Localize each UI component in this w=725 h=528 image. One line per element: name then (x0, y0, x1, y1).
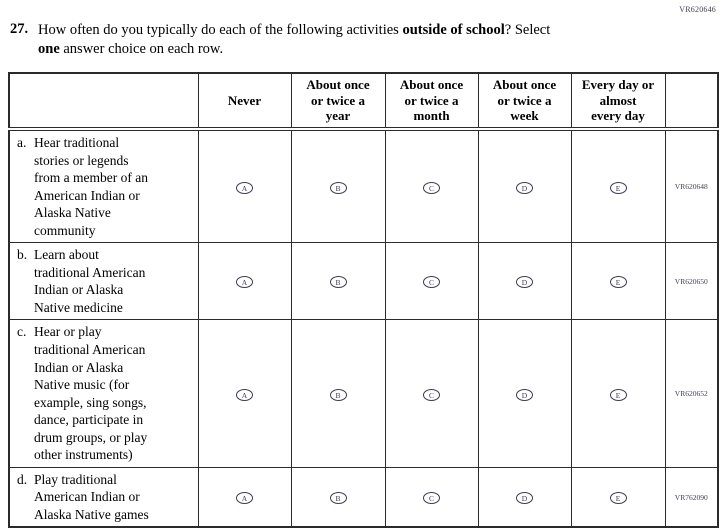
cell-c-year: B (290, 319, 386, 468)
answer-bubble-d[interactable]: D (516, 388, 533, 401)
answer-bubble-d[interactable]: D (516, 492, 533, 505)
answer-bubble-b[interactable]: B (329, 181, 347, 194)
answer-bubble-e[interactable]: E (609, 181, 627, 194)
cell-a-week: D (477, 128, 572, 244)
question-number: 27. (10, 21, 29, 37)
answer-bubble-c[interactable]: C (423, 388, 440, 401)
answer-bubble-c[interactable]: C (423, 492, 440, 505)
response-grid: Never About once or twice a year About o… (8, 72, 719, 528)
header-item-blank (8, 72, 199, 131)
question-text-part1: How often do you typically do each of th… (38, 22, 403, 38)
answer-bubble-a[interactable]: A (236, 388, 253, 401)
answer-bubble-a[interactable]: A (236, 276, 253, 289)
cell-c-never: A (197, 319, 292, 468)
row-code-d: VR762090 (664, 466, 719, 528)
cell-b-everyday: E (570, 242, 666, 321)
cell-c-month: C (384, 319, 479, 468)
question-text: How often do you typically do each of th… (38, 21, 550, 58)
header-row: Never About once or twice a year About o… (8, 72, 719, 131)
header-code-blank (664, 72, 719, 131)
answer-bubble-b[interactable]: B (329, 276, 347, 289)
question-block: 27. How often do you typically do each o… (10, 21, 670, 58)
cell-d-never: A (197, 466, 292, 528)
header-never: Never (197, 72, 292, 131)
question-bold-phrase: outside of school (402, 22, 505, 38)
item-text-d: d. Play traditional American Indian or Al… (8, 466, 199, 528)
row-code-c: VR620652 (664, 319, 719, 468)
question-text-part2: ? Select (504, 22, 551, 38)
table-row-d: d. Play traditional American Indian or Al… (8, 466, 719, 528)
question-text-part3: answer choice on each row. (59, 40, 224, 57)
answer-bubble-d[interactable]: D (516, 276, 533, 289)
cell-b-week: D (477, 242, 572, 321)
cell-d-week: D (477, 466, 572, 528)
answer-bubble-b[interactable]: B (329, 388, 347, 401)
cell-b-month: C (384, 242, 479, 321)
cell-d-everyday: E (570, 466, 666, 528)
table-row-c: c. Hear or play traditional American Indi… (8, 319, 719, 468)
header-every-day: Every day or almost every day (570, 72, 666, 131)
cell-a-everyday: E (570, 128, 666, 244)
cell-d-month: C (384, 466, 479, 528)
cell-d-year: B (290, 466, 386, 528)
header-once-twice-year: About once or twice a year (290, 72, 386, 131)
cell-b-never: A (197, 242, 292, 321)
answer-bubble-c[interactable]: C (423, 181, 440, 194)
cell-a-never: A (197, 128, 292, 244)
table-row-b: b. Learn about traditional American India… (8, 242, 719, 321)
answer-bubble-e[interactable]: E (609, 492, 627, 505)
item-text-a: a. Hear traditional stories or legends fr… (8, 128, 199, 244)
answer-bubble-a[interactable]: A (236, 492, 253, 505)
question-bold-one: one (38, 40, 60, 57)
cell-c-week: D (477, 319, 572, 468)
item-text-b: b. Learn about traditional American India… (8, 242, 199, 321)
cell-a-year: B (290, 128, 386, 244)
header-once-twice-month: About once or twice a month (384, 72, 479, 131)
item-text-c: c. Hear or play traditional American Indi… (8, 319, 199, 468)
answer-bubble-a[interactable]: A (236, 181, 253, 194)
answer-bubble-c[interactable]: C (423, 276, 440, 289)
header-once-twice-week: About once or twice a week (477, 72, 572, 131)
answer-bubble-d[interactable]: D (516, 181, 533, 194)
answer-bubble-b[interactable]: B (329, 492, 347, 505)
answer-bubble-e[interactable]: E (609, 276, 627, 289)
row-code-a: VR620648 (664, 128, 719, 244)
form-code-top: VR620646 (679, 5, 716, 14)
row-code-b: VR620650 (664, 242, 719, 321)
cell-c-everyday: E (570, 319, 666, 468)
cell-a-month: C (384, 128, 479, 244)
table-row-a: a. Hear traditional stories or legends fr… (8, 128, 719, 244)
cell-b-year: B (290, 242, 386, 321)
answer-bubble-e[interactable]: E (609, 388, 627, 401)
